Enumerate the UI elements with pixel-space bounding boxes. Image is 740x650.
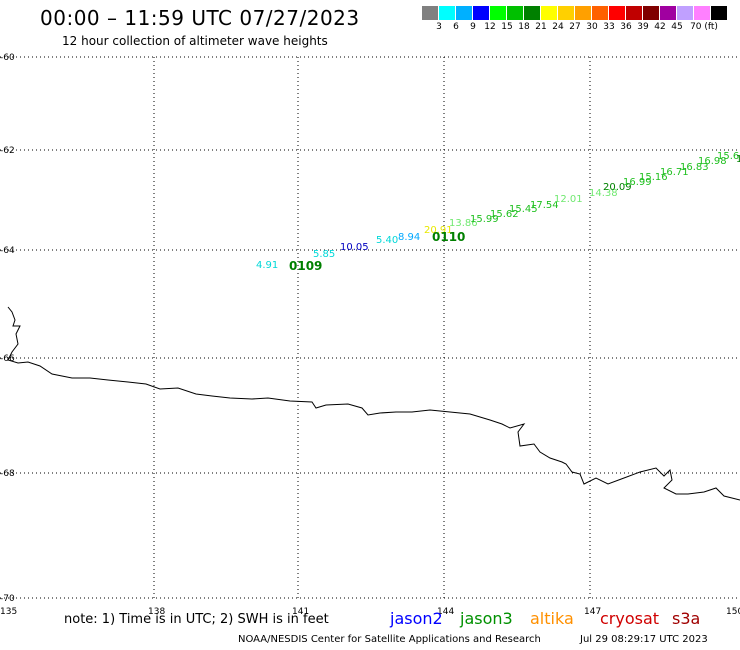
wave-height-reading: 5.40 xyxy=(376,235,398,246)
wave-height-reading: 15.16 xyxy=(639,172,668,183)
legend-cryosat: cryosat xyxy=(600,609,660,628)
legend-swatch xyxy=(660,6,677,20)
legend-label: 36 xyxy=(620,22,632,32)
wave-height-reading: 20.09 xyxy=(603,182,632,193)
legend-jason3: jason3 xyxy=(460,609,513,628)
wave-height-reading: 10.05 xyxy=(340,242,369,253)
legend-label: 70 (ft) xyxy=(690,22,718,32)
longitude-label: 144 xyxy=(437,607,454,617)
legend-label: 24 xyxy=(552,22,564,32)
wave-height-reading: 4.91 xyxy=(256,260,278,271)
coastline xyxy=(7,306,740,501)
legend-label: 12 xyxy=(484,22,496,32)
legend-swatch xyxy=(677,6,694,20)
antarctic-coastline xyxy=(7,306,740,501)
longitude-label: 147 xyxy=(584,607,601,617)
wave-height-reading: 16.71 xyxy=(660,167,689,178)
legend-label: 6 xyxy=(453,22,459,32)
map-subtitle: 12 hour collection of altimeter wave hei… xyxy=(62,34,328,48)
legend-label: 9 xyxy=(470,22,476,32)
wave-height-reading: 20.91 xyxy=(424,225,453,236)
track-label-0109: 0109 xyxy=(289,259,322,273)
legend-swatch xyxy=(694,6,711,20)
legend-swatch xyxy=(609,6,626,20)
legend-swatch xyxy=(524,6,541,20)
legend-label: 42 xyxy=(654,22,666,32)
legend-swatch xyxy=(711,6,728,20)
latitude-label: -62 xyxy=(0,146,15,156)
legend-swatch xyxy=(541,6,558,20)
legend-label: 21 xyxy=(535,22,547,32)
legend-swatch xyxy=(507,6,524,20)
units-note: note: 1) Time is in UTC; 2) SWH is in fe… xyxy=(64,612,329,627)
legend-label: 18 xyxy=(518,22,530,32)
track-label-0110: 0110 xyxy=(432,230,465,244)
map-title: 00:00 – 11:59 UTC 07/27/2023 xyxy=(40,6,360,30)
longitude-label: 150 xyxy=(726,607,740,617)
wave-height-reading: 5.85 xyxy=(313,249,335,260)
wave-height-reading: 12.01 xyxy=(554,194,583,205)
legend-swatch xyxy=(456,6,473,20)
legend-altika: altika xyxy=(530,609,574,628)
wave-height-reading: 17.54 xyxy=(530,200,559,211)
wave-height-reading: 15.99 xyxy=(470,214,499,225)
legend-swatch xyxy=(439,6,456,20)
wave-height-reading: 8.94 xyxy=(398,232,420,243)
legend-swatch xyxy=(575,6,592,20)
wave-height-reading: 14.38 xyxy=(589,188,618,199)
graticule: -60 -62 -64 -66 -68 -70 135 138 141 144 147 150 xyxy=(0,53,740,617)
latitude-label: -66 xyxy=(0,354,15,364)
legend-jason2: jason2 xyxy=(390,609,443,628)
wave-height-reading: 1 xyxy=(736,154,740,165)
legend-swatch xyxy=(592,6,609,20)
legend-label: 3 xyxy=(436,22,442,32)
legend-s3a: s3a xyxy=(672,609,701,628)
legend-swatch xyxy=(490,6,507,20)
latitude-label: -70 xyxy=(0,594,15,604)
longitude-label: 138 xyxy=(148,607,165,617)
longitude-label: 141 xyxy=(292,607,309,617)
legend-swatch xyxy=(558,6,575,20)
latitude-label: -64 xyxy=(0,246,15,256)
legend-label: 45 xyxy=(671,22,683,32)
legend-label: 33 xyxy=(603,22,615,32)
wave-height-reading: 13.86 xyxy=(449,218,478,229)
legend-label: 15 xyxy=(501,22,513,32)
wave-height-reading: 15.45 xyxy=(509,204,538,215)
legend-swatch xyxy=(626,6,643,20)
generated-timestamp: Jul 29 08:29:17 UTC 2023 xyxy=(580,634,708,645)
wave-height-reading: 16.99 xyxy=(623,177,652,188)
longitude-label: 135 xyxy=(0,607,17,617)
wave-height-reading: 15.61 xyxy=(717,151,740,162)
latitude-label: -60 xyxy=(0,53,15,63)
wave-height-reading: 16.83 xyxy=(680,162,709,173)
legend-label: 39 xyxy=(637,22,649,32)
legend-swatch xyxy=(422,6,439,20)
wave-height-reading: 15.62 xyxy=(490,209,519,220)
color-legend xyxy=(422,6,728,20)
legend-swatch xyxy=(473,6,490,20)
wave-height-reading: 16.98 xyxy=(698,156,727,167)
legend-label: 30 xyxy=(586,22,598,32)
latitude-label: -68 xyxy=(0,469,15,479)
legend-label: 27 xyxy=(569,22,581,32)
credit-line: NOAA/NESDIS Center for Satellite Applica… xyxy=(238,634,541,645)
legend-swatch xyxy=(643,6,660,20)
